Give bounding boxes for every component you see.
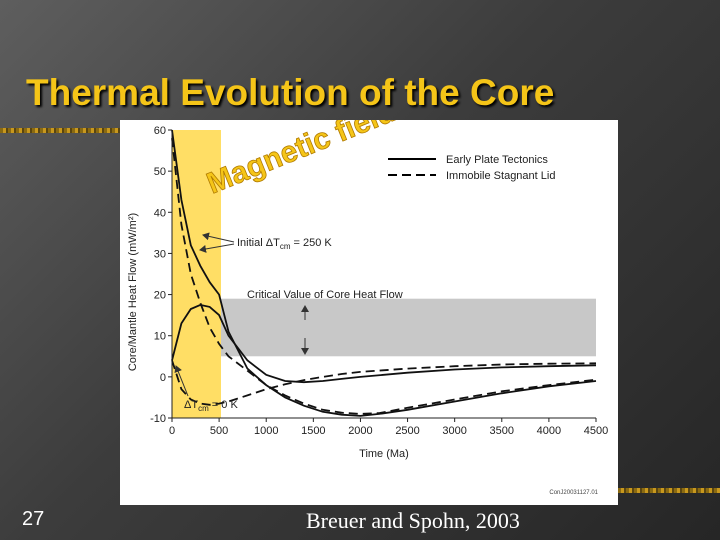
y-axis-label: Core/Mantle Heat Flow (mW/m²) [127,213,139,371]
annotation-initial-arrow-upper [202,232,235,243]
slide-number: 27 [22,508,45,530]
slide-title: Thermal Evolution of the Core [26,72,555,113]
y-tick-label: 60 [154,125,166,137]
annotation-critical-value: Critical Value of Core Heat Flow [247,289,403,301]
x-tick-label: 2500 [395,425,419,437]
y-tick-label: 20 [154,290,166,302]
decorative-stripe-right [618,488,720,493]
magnetic-field-overlay: Magnetic field [202,120,400,200]
y-tick-label: 30 [154,248,166,260]
heat-flow-chart: 0 500 1000 1500 2000 2500 3000 3500 4000 4500-100… [127,95,608,496]
legend: Early Plate Tectonics Immobile Stagnant … [388,154,555,182]
y-tick-label: 50 [154,166,166,178]
y-tick-label: 40 [154,207,166,219]
x-tick-label: 1000 [254,425,278,437]
x-tick-label: 3000 [442,425,466,437]
x-tick-label: 4000 [537,425,561,437]
x-tick-label: 4500 [584,425,608,437]
series-line-3-solid [171,303,597,384]
legend-label-solid: Early Plate Tectonics [446,154,548,166]
figure-code: ConJ20031127.01 [549,490,598,496]
annotation-zero-delta-t: ΔTcm = 0 K [184,399,238,413]
y-tick-label: 10 [154,331,166,343]
x-axis-label: Time (Ma) [359,448,409,460]
legend-label-dashed: Immobile Stagnant Lid [446,170,555,182]
y-tick-label: 0 [160,372,166,384]
annotation-initial-delta-t: Initial ΔTcm = 250 K [237,237,332,251]
critical-heat-flow-band [220,298,596,357]
series-line-1-solid [171,129,597,417]
y-tick-label: -10 [150,413,166,425]
annotation-initial-arrow-lower [199,243,235,253]
x-tick-label: 3500 [490,425,514,437]
x-tick-label: 2000 [348,425,372,437]
series-line-4-dashed [171,360,597,406]
citation: Breuer and Spohn, 2003 [306,508,520,533]
x-tick-label: 0 [169,425,175,437]
series-line-2-dashed [171,138,597,415]
annotation-zero-arrow [174,365,189,397]
decorative-stripe-left [0,128,122,133]
x-tick-label: 500 [210,425,228,437]
x-tick-label: 1500 [301,425,325,437]
chart-figure: 0 500 1000 1500 2000 2500 3000 3500 4000 4500 -10 0… [120,95,618,505]
